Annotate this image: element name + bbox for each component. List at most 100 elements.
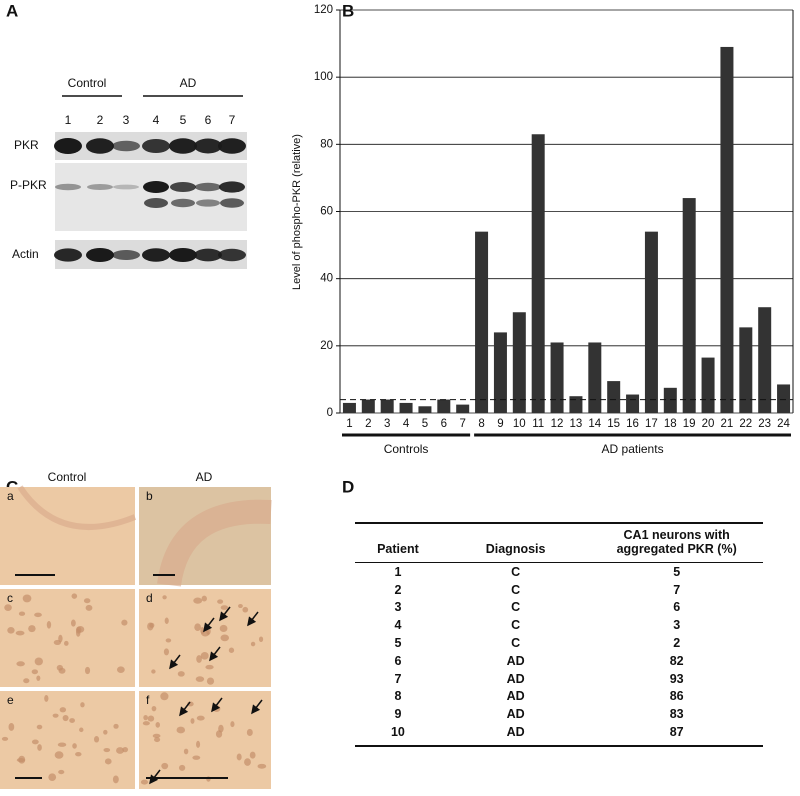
table-cell: 2 [394,582,402,597]
blot-band [86,248,114,262]
blot-band [171,198,195,208]
y-tick-label: 0 [327,407,333,419]
bar [456,404,470,413]
table-cell: 82 [669,653,684,668]
blot-band [218,138,246,154]
table-cell: 86 [669,689,684,704]
bar [399,402,413,413]
table-row: 10 AD 87 [355,723,763,747]
neuron [220,634,230,642]
column-label: AD [196,470,213,484]
neuron [44,694,49,702]
x-tick-label: 9 [497,418,503,430]
micrograph [0,589,135,687]
blot-band [220,198,244,208]
neuron [193,597,203,604]
panel-letter: B [342,1,354,20]
x-tick-label: 7 [459,418,465,430]
neuron [140,779,149,785]
bar [758,307,772,413]
neuron [220,605,229,610]
x-tick-label: 10 [513,418,526,430]
neuron [113,723,119,729]
x-tick-label: 13 [570,418,583,430]
table-cell: 7 [394,671,402,686]
x-tick-label: 22 [739,418,752,430]
neuron [36,675,41,681]
bar [550,342,564,413]
neuron [190,718,195,724]
table-cell: 5 [394,636,402,651]
neuron [83,598,91,604]
y-tick-label: 120 [314,4,333,16]
neuron [53,639,62,645]
bar [701,357,715,413]
table-cell: 7 [673,582,681,597]
neuron [34,612,42,618]
x-tick-label: 23 [758,418,771,430]
y-tick-label: 60 [320,206,333,218]
neuron [18,755,26,764]
table-row: 9 AD 83 [355,705,763,723]
blot-band [169,248,197,262]
bar [531,134,545,413]
neuron [75,751,82,757]
blot-band [87,184,113,190]
table-cell: C [511,600,521,615]
neuron [85,604,93,611]
neuron [4,604,12,611]
neuron [15,630,25,636]
panel-letter: A [6,1,18,20]
blot-band [86,138,114,154]
row-label: Actin [12,247,39,261]
neuron [64,640,69,646]
x-tick-label: 1 [346,418,352,430]
tissue-layer [17,485,137,530]
neuron [238,604,243,609]
neuron [215,730,223,738]
table-cell: C [511,582,521,597]
neuron [160,692,169,701]
neuron [142,721,150,726]
lane-number: 3 [123,113,130,127]
neuron [93,736,100,743]
blot-band [55,183,81,191]
table-cell: 3 [673,618,681,633]
neuron [84,666,91,675]
neuron [249,751,256,759]
blot-band [142,139,170,153]
arrow [247,611,259,627]
table-cell: 10 [355,723,441,747]
bar [493,332,507,413]
neuron [230,721,235,728]
neuron [244,758,251,766]
neuron [194,623,201,632]
bar [644,231,658,413]
lane-number: 7 [229,113,236,127]
tissue-layer [157,499,272,587]
y-tick-label: 100 [314,71,333,83]
bar [380,399,394,413]
arrow [251,699,263,715]
x-tick-label: 11 [532,418,544,430]
bar [739,327,753,413]
arrow [219,606,231,622]
neuron [196,740,201,748]
bar [437,399,451,413]
neuron [75,628,81,637]
neuron [219,624,228,633]
image-letter: f [146,693,150,707]
blot-band [143,181,169,193]
y-tick-label: 20 [320,340,333,352]
blot-band [219,181,245,193]
table-cell: 93 [669,671,684,686]
neuron [177,671,185,677]
neuron [165,638,172,643]
table-row: 6 AD 82 [355,652,763,670]
neuron [201,595,207,602]
neuron [228,647,235,653]
neuron [246,728,253,737]
table-cell: 4 [394,618,402,633]
table-cell: 87 [590,723,763,747]
